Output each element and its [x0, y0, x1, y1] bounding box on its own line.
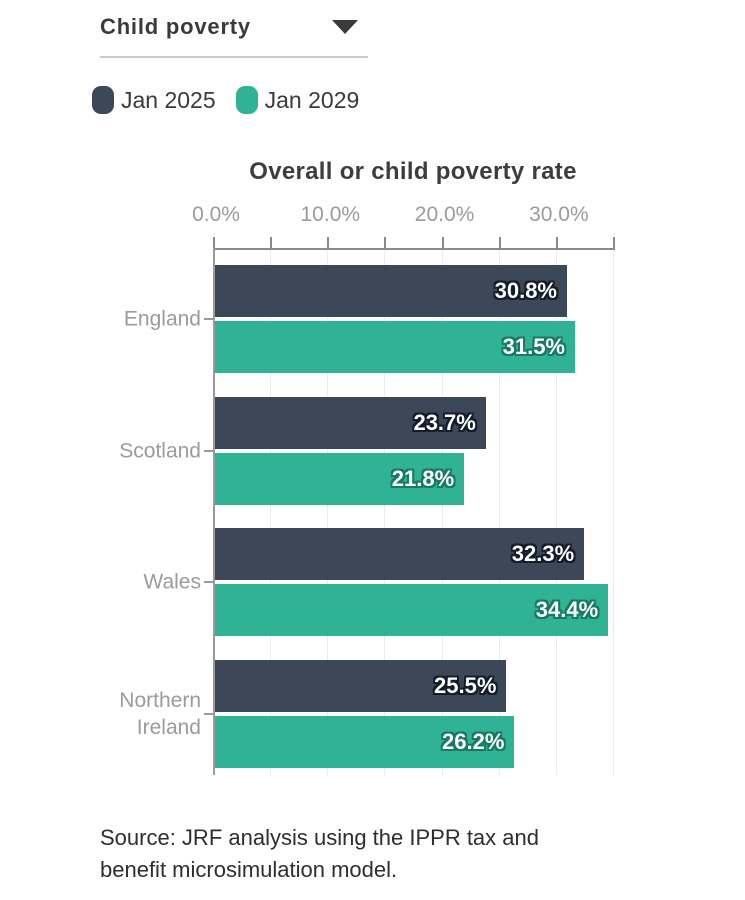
gridline [384, 248, 386, 775]
category-label: Wales [143, 570, 201, 594]
category-label: Scotland [119, 439, 201, 462]
x-axis-tick [441, 237, 444, 248]
x-axis-tick-label: 10.0% [300, 203, 361, 226]
gridline [441, 248, 443, 775]
legend-swatch [235, 86, 258, 114]
legend-item-label: Jan 2029 [264, 86, 360, 113]
legend-item-jan-2025[interactable]: Jan 2025 [92, 86, 216, 114]
gridline [327, 248, 329, 775]
metric-dropdown-label: Child poverty [100, 14, 251, 39]
bar-jan-2025-scotland[interactable]: 23.7% [215, 396, 486, 449]
chart-legend: Jan 2025 Jan 2029 [92, 86, 359, 114]
bar-value-label: 32.3% [511, 541, 575, 566]
chart-title: Overall or child poverty rate [249, 158, 577, 185]
x-axis-tick [327, 237, 330, 248]
category-tick [204, 449, 213, 452]
legend-item-label: Jan 2025 [121, 86, 216, 113]
bar-value-label: 30.8% [494, 278, 557, 303]
bar-value-label: 34.4% [535, 597, 599, 622]
bar-jan-2025-northern-ireland[interactable]: 25.5% [215, 659, 507, 712]
chevron-down-icon [332, 20, 358, 34]
x-axis-tick [213, 237, 215, 248]
x-axis-tick [384, 237, 387, 248]
bar-jan-2029-northern-ireland[interactable]: 26.2% [215, 715, 515, 768]
category-label: Northern Ireland [119, 688, 201, 739]
bar-value-label: 23.7% [413, 409, 476, 435]
x-axis-tick [555, 237, 558, 248]
gridline [270, 248, 272, 775]
bar-jan-2025-england[interactable]: 30.8% [215, 265, 567, 317]
x-axis-tick [613, 237, 615, 248]
bar-value-label: 26.2% [442, 728, 505, 754]
bar-jan-2029-scotland[interactable]: 21.8% [215, 452, 465, 505]
bar-value-label: 21.8% [391, 465, 455, 491]
legend-item-jan-2029[interactable]: Jan 2029 [235, 86, 360, 114]
category-tick [204, 581, 213, 583]
gridline [498, 248, 500, 775]
x-axis-tick [270, 237, 273, 248]
x-axis-tick [498, 237, 501, 248]
gridline [613, 248, 614, 775]
bar-value-label: 25.5% [434, 672, 497, 698]
x-axis-tick-label: 0.0% [192, 203, 240, 226]
category-tick [204, 712, 213, 715]
x-axis-tick-label: 30.0% [529, 203, 589, 226]
x-axis-tick-label: 20.0% [414, 203, 475, 226]
x-axis-line [213, 248, 615, 250]
bar-jan-2029-wales[interactable]: 34.4% [215, 584, 609, 636]
legend-swatch [92, 86, 114, 114]
source-note: Source: JRF analysis using the IPPR tax … [100, 825, 539, 882]
y-axis-line [213, 248, 215, 775]
metric-dropdown[interactable]: Child poverty [100, 14, 368, 58]
bar-jan-2025-wales[interactable]: 32.3% [215, 528, 585, 580]
category-tick [204, 318, 213, 320]
bar-value-label: 31.5% [502, 334, 565, 359]
bar-jan-2029-england[interactable]: 31.5% [215, 321, 575, 373]
gridline [555, 248, 557, 775]
category-label: England [123, 307, 201, 331]
